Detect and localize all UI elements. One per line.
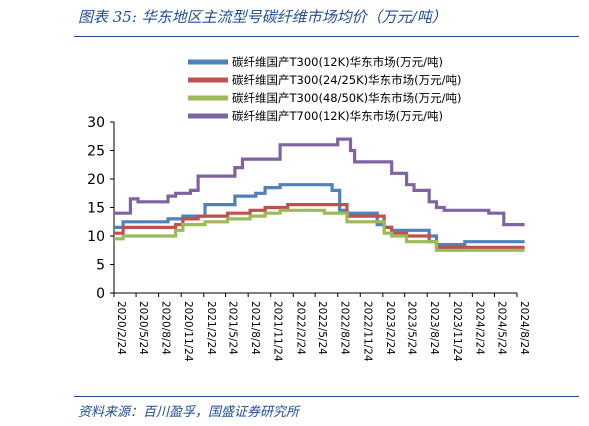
- legend-label: 碳纤维国产T300(24/25K)华东市场(万元/吨): [232, 73, 461, 87]
- figure-title: 图表 35: 华东地区主流型号碳纤维市场均价（万元/吨）: [78, 8, 447, 26]
- x-tick-label: 2020/11/24: [182, 301, 194, 362]
- x-tick-label: 2022/5/24: [316, 301, 328, 355]
- series-line: [114, 208, 525, 252]
- x-tick-label: 2022/8/24: [339, 301, 351, 355]
- x-tick-label: 2023/8/24: [428, 301, 440, 355]
- legend-label: 碳纤维国产T300(12K)华东市场(万元/吨): [232, 55, 443, 69]
- x-tick-label: 2022/2/24: [294, 301, 306, 355]
- y-tick-label: 5: [96, 258, 105, 274]
- x-tick-label: 2024/5/24: [495, 301, 507, 355]
- x-tick-label: 2021/11/24: [272, 301, 284, 362]
- y-tick-label: 20: [87, 172, 105, 188]
- figure-title-bar: 图表 35: 华东地区主流型号碳纤维市场均价（万元/吨）: [74, 0, 579, 37]
- y-tick-label: 0: [96, 286, 105, 302]
- series-line: [114, 203, 525, 249]
- x-tick-label: 2023/2/24: [384, 301, 396, 355]
- x-tick-label: 2024/8/24: [518, 301, 530, 355]
- y-tick-label: 25: [87, 144, 105, 160]
- x-tick-label: 2021/5/24: [227, 301, 239, 355]
- line-chart: 碳纤维国产T300(12K)华东市场(万元/吨) 碳纤维国产T300(24/25K…: [87, 55, 530, 362]
- series-line: [114, 137, 525, 227]
- x-tick-label: 2024/2/24: [473, 301, 485, 355]
- chart-area: 碳纤维国产T300(12K)华东市场(万元/吨) 碳纤维国产T300(24/25K…: [74, 40, 579, 390]
- source-note: 资料来源：百川盈孚，国盛证券研究所: [78, 405, 300, 420]
- x-tick-label: 2021/8/24: [249, 301, 261, 355]
- x-tick-label: 2022/11/24: [361, 301, 373, 362]
- x-tick-label: 2020/5/24: [137, 301, 149, 355]
- source-bar: 资料来源：百川盈孚，国盛证券研究所: [74, 396, 579, 423]
- legend-label: 碳纤维国产T300(48/50K)华东市场(万元/吨): [232, 91, 461, 105]
- x-tick-label: 2020/8/24: [160, 301, 172, 355]
- y-tick-label: 15: [87, 201, 105, 217]
- legend-label: 碳纤维国产T700(12K)华东市场(万元/吨): [232, 109, 443, 123]
- x-tick-label: 2020/2/24: [115, 301, 127, 355]
- x-tick-label: 2021/2/24: [205, 301, 217, 355]
- x-tick-label: 2023/5/24: [406, 301, 418, 355]
- y-tick-label: 30: [87, 115, 105, 131]
- y-tick-label: 10: [87, 229, 105, 245]
- x-tick-label: 2023/11/24: [451, 301, 463, 362]
